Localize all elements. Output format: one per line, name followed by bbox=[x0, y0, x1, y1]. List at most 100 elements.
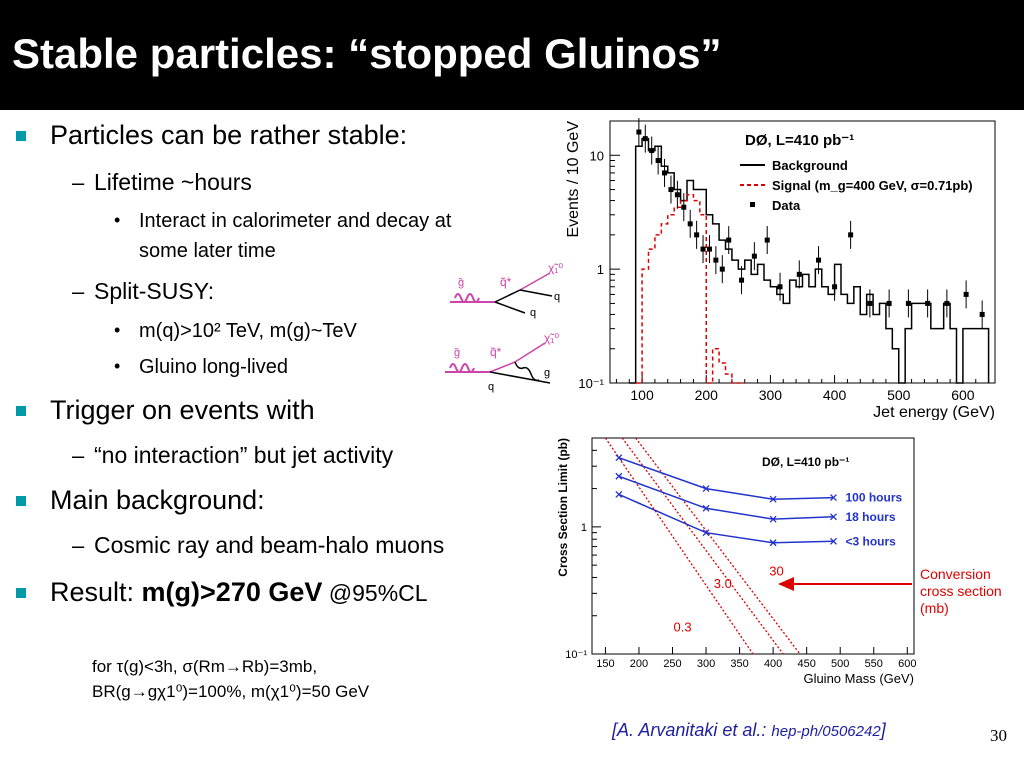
data-point bbox=[777, 284, 783, 290]
x-tick-label: 200 bbox=[630, 658, 648, 670]
dot-marker: • bbox=[114, 320, 121, 340]
footnote-line-2: BR(g→gχ1⁰)=100%, m(χ1⁰)=50 GeV bbox=[92, 682, 370, 701]
data-point bbox=[674, 192, 680, 198]
x-tick-label: 400 bbox=[764, 658, 782, 670]
data-point bbox=[681, 204, 687, 210]
background-histogram bbox=[629, 137, 990, 384]
bullet-marker bbox=[16, 131, 26, 141]
qtilde-label-top: q̃* bbox=[500, 275, 512, 289]
limit-marker bbox=[769, 515, 777, 523]
legend-label: Data bbox=[772, 198, 801, 213]
data-point bbox=[751, 253, 757, 259]
slide-title: Stable particles: “stopped Gluinos” bbox=[12, 30, 722, 77]
x-tick-label: 200 bbox=[695, 387, 719, 403]
data-point bbox=[662, 170, 668, 176]
citation-authors: [A. Arvanitaki et al.: bbox=[612, 720, 772, 740]
conversion-line-label: 3.0 bbox=[714, 576, 732, 591]
citation: [A. Arvanitaki et al.: hep-ph/0506242] bbox=[612, 720, 886, 741]
limit-label: <3 hours bbox=[846, 534, 897, 548]
feynman-diagram-top: g̃ q̃* χ̃₁⁰ q q bbox=[450, 261, 563, 319]
dash-marker: – bbox=[72, 279, 85, 304]
experiment-label: DØ, L=410 pb⁻¹ bbox=[745, 132, 854, 149]
data-point bbox=[642, 136, 648, 142]
conversion-line-label: 0.3 bbox=[674, 620, 692, 635]
plot-frame bbox=[609, 120, 996, 384]
x-tick-label: 300 bbox=[697, 658, 715, 670]
limit-marker bbox=[702, 485, 710, 493]
page-number: 30 bbox=[990, 726, 1007, 745]
y-tick-label: 1 bbox=[581, 522, 587, 534]
annotation-text: Conversion bbox=[920, 566, 991, 582]
dot-marker: • bbox=[114, 356, 121, 376]
x-tick-label: 450 bbox=[797, 658, 815, 670]
bullet-2: Trigger on events with bbox=[50, 395, 315, 425]
bullet-marker bbox=[16, 588, 26, 598]
dash-marker: – bbox=[72, 443, 85, 468]
jet-energy-chart: 100 200 300 400 500 600 10⁻¹ 1 10 Jet energy (GeV… bbox=[565, 118, 996, 420]
data-point bbox=[764, 237, 770, 243]
data-point bbox=[649, 148, 655, 154]
limit-marker bbox=[769, 539, 777, 547]
squark-line-top bbox=[494, 289, 521, 303]
limit-marker bbox=[830, 537, 837, 545]
data-point bbox=[848, 232, 854, 238]
limit-marker bbox=[702, 529, 710, 537]
data-point bbox=[713, 257, 719, 263]
data-point bbox=[726, 237, 732, 243]
data-point bbox=[886, 300, 892, 306]
limit-marker bbox=[769, 495, 777, 503]
chi-line-bottom bbox=[514, 342, 546, 363]
q2-label-bottom: q bbox=[488, 381, 494, 393]
data-point bbox=[700, 246, 706, 252]
plot-frame bbox=[591, 437, 915, 655]
citation-close: ] bbox=[880, 720, 886, 740]
bullet-4: Result: m(g)>270 GeV @95%CL bbox=[50, 577, 428, 608]
q2-label-top: q bbox=[530, 307, 536, 319]
limit-marker bbox=[702, 504, 710, 512]
x-tick-label: 500 bbox=[887, 387, 911, 403]
footnote: for τ(g)<3h, σ(Rm→Rb)=3mb, BR(g→gχ1⁰)=10… bbox=[92, 654, 369, 704]
quark-line-top bbox=[519, 289, 553, 297]
bullet-marker bbox=[16, 496, 26, 506]
data-point bbox=[668, 187, 674, 193]
experiment-label: DØ, L=410 pb⁻¹ bbox=[762, 455, 849, 469]
chi-label-top: χ̃₁⁰ bbox=[548, 261, 563, 275]
y-tick-label: 10 bbox=[590, 148, 604, 163]
data-point bbox=[816, 257, 822, 263]
x-tick-label: 300 bbox=[759, 387, 783, 403]
gtilde-label-top: g̃ bbox=[458, 277, 464, 289]
y-axis-label: Events / 10 GeV bbox=[565, 121, 582, 238]
data-point bbox=[739, 277, 745, 283]
bullet-3: Main background: bbox=[50, 485, 265, 515]
gluon-line-top bbox=[454, 293, 480, 303]
data-point bbox=[944, 300, 950, 306]
legend-label: Background bbox=[772, 158, 848, 173]
chi-line-top bbox=[519, 272, 551, 291]
qtilde-label-bottom: q̃* bbox=[490, 345, 502, 359]
bullet-1: Particles can be rather stable: bbox=[50, 120, 408, 150]
limit-label: 18 hours bbox=[846, 510, 896, 524]
bullet-1-1-1b: some later time bbox=[139, 240, 276, 262]
dash-marker: – bbox=[72, 170, 85, 195]
data-point bbox=[694, 232, 700, 238]
footnote-line-1: for τ(g)<3h, σ(Rm→Rb)=3mb, bbox=[92, 657, 318, 676]
gtilde-label-bottom: g̃ bbox=[454, 347, 460, 359]
conversion-line bbox=[635, 437, 801, 655]
x-axis-label: Jet energy (GeV) bbox=[873, 404, 995, 420]
x-tick-label: 400 bbox=[823, 387, 847, 403]
x-tick-label: 550 bbox=[865, 658, 883, 670]
conversion-line-label: 30 bbox=[769, 564, 783, 579]
data-point bbox=[687, 221, 693, 227]
limit-marker bbox=[830, 513, 837, 521]
annotation-text: (mb) bbox=[920, 600, 949, 616]
bullet-1-1: Lifetime ~hours bbox=[94, 169, 252, 195]
limit-marker bbox=[615, 472, 623, 480]
data-point bbox=[655, 157, 661, 163]
bullet-3-1: Cosmic ray and beam-halo muons bbox=[94, 532, 445, 558]
x-tick-label: 600 bbox=[951, 387, 975, 403]
x-tick-label: 500 bbox=[831, 658, 849, 670]
data-point bbox=[636, 129, 642, 135]
feynman-diagram-bottom: g̃ q̃* χ̃₁⁰ g q bbox=[445, 331, 559, 393]
legend-label: Signal (m_g=400 GeV, σ=0.71pb) bbox=[772, 178, 973, 193]
x-tick-label: 350 bbox=[730, 658, 748, 670]
